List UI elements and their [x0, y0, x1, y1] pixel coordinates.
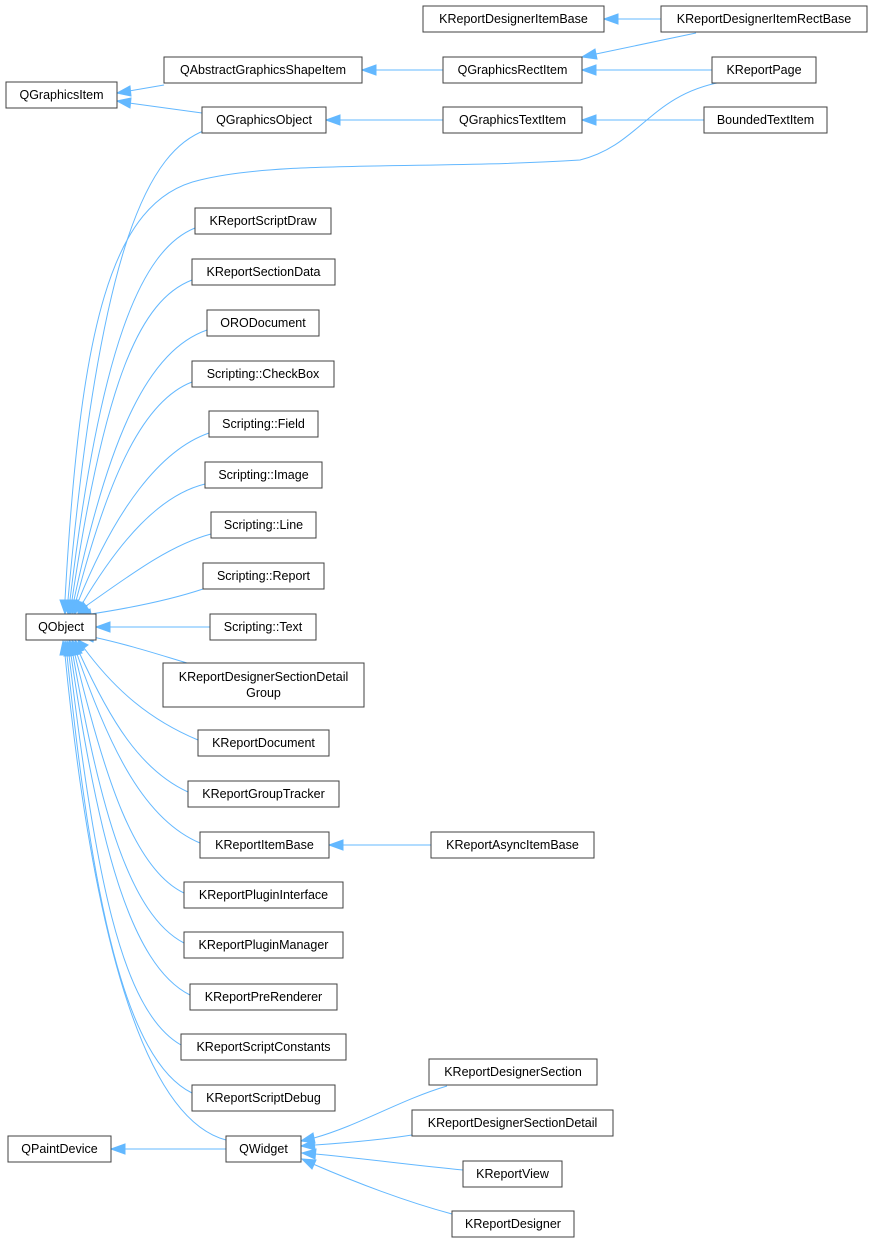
node-qwidget[interactable]: QWidget: [225, 1135, 302, 1163]
node-label: KReportPage: [726, 63, 801, 77]
node-label: Scripting::Field: [222, 417, 305, 431]
node-label-line2: Group: [246, 686, 281, 700]
node-label: KReportPluginManager: [199, 938, 329, 952]
node-qgraphicstextitem[interactable]: QGraphicsTextItem: [442, 106, 583, 134]
edge-qwidget-to-qobject: [59, 639, 227, 1141]
node-kreportpluginmanager[interactable]: KReportPluginManager: [183, 931, 344, 959]
node-kreportdesignersection[interactable]: KReportDesignerSection: [428, 1058, 598, 1086]
node-label: KReportSectionData: [207, 265, 321, 279]
inheritance-edges: [59, 13, 723, 1215]
node-label: KReportPreRenderer: [205, 990, 322, 1004]
edge-orodocument-to-qobject: [68, 329, 208, 616]
node-label: KReportScriptDebug: [206, 1091, 321, 1105]
node-kreportdocument[interactable]: KReportDocument: [197, 729, 330, 757]
edge-kreportpage-to-qgraphicsrectitem: [580, 64, 712, 76]
node-label: QGraphicsItem: [19, 88, 103, 102]
node-label: KReportScriptConstants: [196, 1040, 330, 1054]
node-label: KReportDocument: [212, 736, 315, 750]
node-boundedtextitem[interactable]: BoundedTextItem: [703, 106, 828, 134]
node-label: QObject: [38, 620, 84, 634]
node-label: KReportScriptDraw: [210, 214, 318, 228]
node-kreportpage[interactable]: KReportPage: [711, 56, 817, 84]
node-kreportsectiondata[interactable]: KReportSectionData: [191, 258, 336, 286]
node-label: Scripting::Line: [224, 518, 303, 532]
node-kreportscriptconstants[interactable]: KReportScriptConstants: [180, 1033, 347, 1061]
node-label: QPaintDevice: [21, 1142, 97, 1156]
edge-kreportscriptdraw-to-qobject: [64, 227, 196, 616]
node-label: KReportDesignerSectionDetail: [428, 1116, 598, 1130]
node-kreportplugininterface[interactable]: KReportPluginInterface: [183, 881, 344, 909]
edge-scripting-text-to-qobject: [94, 621, 210, 633]
node-label: QGraphicsRectItem: [458, 63, 568, 77]
node-label: KReportDesignerSection: [444, 1065, 582, 1079]
node-label: QGraphicsTextItem: [459, 113, 566, 127]
class-nodes: QGraphicsItem QObject QPaintDevice QAbst…: [5, 5, 868, 1238]
edge-kreportdesignersectiondetailgroup-to-qobject: [79, 631, 188, 664]
edge-qgraphicsobject-to-qobject: [62, 129, 207, 616]
node-kreportprerenderer[interactable]: KReportPreRenderer: [189, 983, 338, 1011]
node-kreportitembase[interactable]: KReportItemBase: [199, 831, 330, 859]
edge-kreportscriptdebug-to-qobject: [61, 639, 193, 1094]
node-scripting-report[interactable]: Scripting::Report: [202, 562, 325, 590]
edge-scripting-image-to-qobject: [77, 483, 206, 617]
node-label: ORODocument: [220, 316, 306, 330]
edge-scripting-line-to-qobject: [78, 533, 212, 616]
node-label: KReportDesignerItemBase: [439, 12, 588, 26]
edge-kreportpage-to-qobject: [59, 81, 723, 616]
node-label: KReportView: [476, 1167, 550, 1181]
edge-scripting-report-to-qobject: [76, 588, 204, 620]
node-kreportscriptdebug[interactable]: KReportScriptDebug: [191, 1084, 336, 1112]
edge-qgraphicsobject-to-qgraphicsitem: [115, 97, 203, 114]
node-kreportdesigneritemrectbase[interactable]: KReportDesignerItemRectBase: [660, 5, 868, 33]
node-qabstractgraphicsshapeitem[interactable]: QAbstractGraphicsShapeItem: [163, 56, 363, 84]
node-scripting-image[interactable]: Scripting::Image: [204, 461, 323, 489]
edge-qwidget-to-qpaintdevice: [109, 1143, 226, 1155]
edge-kreportview-to-qwidget: [300, 1148, 464, 1171]
node-kreportasyncitembase[interactable]: KReportAsyncItemBase: [430, 831, 595, 859]
node-label: Scripting::Text: [224, 620, 303, 634]
edge-boundedtextitem-to-qgraphicstextitem: [580, 114, 704, 126]
node-label: Scripting::Image: [218, 468, 308, 482]
node-orodocument[interactable]: ORODocument: [206, 309, 320, 337]
node-label: KReportAsyncItemBase: [446, 838, 579, 852]
node-label: QGraphicsObject: [216, 113, 312, 127]
edge-kreportdesigneritemrectbase-to-kreportdesigneritembase: [602, 13, 661, 25]
node-kreportscriptdraw[interactable]: KReportScriptDraw: [194, 207, 332, 235]
node-label: QAbstractGraphicsShapeItem: [180, 63, 346, 77]
node-label: KReportPluginInterface: [199, 888, 328, 902]
node-kreportgrouptracker[interactable]: KReportGroupTracker: [187, 780, 340, 808]
node-label: KReportDesignerItemRectBase: [677, 12, 851, 26]
edge-kreportdesigner-to-qwidget: [300, 1158, 453, 1215]
edge-kreportasyncitembase-to-kreportitembase: [327, 839, 431, 851]
node-label: BoundedTextItem: [717, 113, 814, 127]
node-label: Scripting::Report: [217, 569, 311, 583]
node-qgraphicsrectitem[interactable]: QGraphicsRectItem: [442, 56, 583, 84]
edge-kreportdesigneritemrectbase-to-qgraphicsrectitem: [580, 32, 697, 60]
node-qgraphicsitem[interactable]: QGraphicsItem: [5, 81, 118, 109]
node-kreportview[interactable]: KReportView: [462, 1160, 563, 1188]
node-label: QWidget: [239, 1142, 288, 1156]
node-scripting-text[interactable]: Scripting::Text: [209, 613, 317, 641]
node-qgraphicsobject[interactable]: QGraphicsObject: [201, 106, 327, 134]
node-label: Scripting::CheckBox: [207, 367, 320, 381]
node-kreportdesignersectiondetail[interactable]: KReportDesignerSectionDetail: [411, 1109, 614, 1137]
node-label-line1: KReportDesignerSectionDetail: [179, 670, 349, 684]
node-label: KReportGroupTracker: [202, 787, 325, 801]
node-kreportdesigner[interactable]: KReportDesigner: [451, 1210, 575, 1238]
node-qpaintdevice[interactable]: QPaintDevice: [7, 1135, 112, 1163]
node-label: KReportItemBase: [215, 838, 314, 852]
edge-qgraphicsrectitem-to-qabstractgraphicsshapeitem: [360, 64, 443, 76]
edge-qabstractgraphicsshapeitem-to-qgraphicsitem: [115, 84, 165, 97]
edge-kreportdesignersection-to-qwidget: [299, 1085, 448, 1144]
edge-kreportdesignersectiondetail-to-qwidget: [299, 1134, 413, 1151]
node-scripting-checkbox[interactable]: Scripting::CheckBox: [191, 360, 335, 388]
node-kreportdesignersectiondetailgroup[interactable]: KReportDesignerSectionDetail Group: [162, 662, 365, 708]
node-scripting-field[interactable]: Scripting::Field: [208, 410, 319, 438]
node-scripting-line[interactable]: Scripting::Line: [210, 511, 317, 539]
node-label: KReportDesigner: [465, 1217, 561, 1231]
node-kreportdesigneritembase[interactable]: KReportDesignerItemBase: [422, 5, 605, 33]
node-qobject[interactable]: QObject: [25, 613, 97, 641]
edge-qgraphicstextitem-to-qgraphicsobject: [324, 114, 443, 126]
